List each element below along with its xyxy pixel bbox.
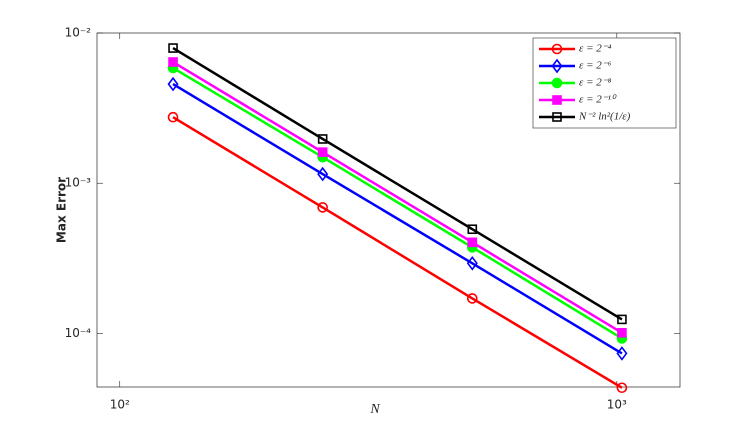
x-tick-label: 10² [110,398,130,412]
series-line [172,46,623,321]
series-line [172,116,623,389]
marker [168,43,178,53]
marker [617,314,627,325]
series-line [172,83,623,355]
legend-label: ε = 2⁻⁴ [579,43,612,55]
legend-label: ε = 2⁻⁸ [579,77,612,89]
marker [617,327,627,338]
marker [467,224,478,235]
y-tick-label: 10⁻⁴ [65,326,92,340]
x-tick-label: 10³ [607,398,627,412]
legend-label: N⁻² ln²(1/ε) [578,111,631,123]
legend-label: ε = 2⁻⁶ [579,60,612,72]
marker [466,255,478,271]
x-axis-label: N [369,402,380,417]
series-line [172,60,623,334]
marker [616,382,628,394]
marker [551,43,563,55]
marker [317,166,329,182]
marker [168,57,178,67]
marker [551,77,563,89]
y-axis-label: Max Error [55,177,69,243]
marker [552,95,562,105]
series-line [172,66,623,340]
y-tick-label: 10⁻³ [65,176,92,190]
marker [317,147,328,157]
marker [551,58,563,74]
marker [467,237,478,248]
marker [467,293,478,304]
y-tick-label: 10⁻² [65,26,92,40]
marker [616,346,628,361]
marker [317,202,328,213]
marker [167,76,179,92]
legend-label: ε = 2⁻¹⁰ [579,94,617,106]
marker [167,111,179,123]
marker [317,134,328,144]
marker [552,112,562,122]
